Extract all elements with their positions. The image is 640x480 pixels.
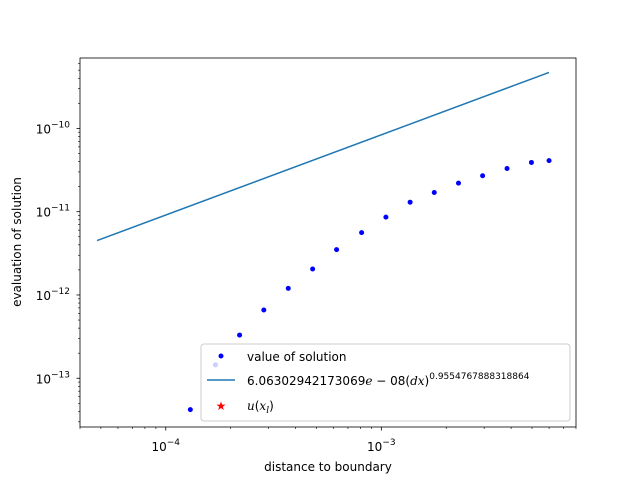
solution-point xyxy=(504,166,510,171)
x-tick-label: 10−4 xyxy=(151,438,180,454)
solution-point xyxy=(310,266,316,272)
legend-box xyxy=(200,343,571,422)
u-sub: l xyxy=(266,406,269,416)
y-tick-label: 10−12 xyxy=(36,287,70,303)
solution-point xyxy=(431,189,437,195)
solution-point xyxy=(285,285,291,291)
x-tick-label: 10−3 xyxy=(367,438,396,454)
u-symbol: u xyxy=(247,399,255,413)
solution-point xyxy=(455,180,461,186)
solution-point xyxy=(383,214,389,220)
fit-close: ) xyxy=(425,374,430,388)
solution-point xyxy=(359,230,365,236)
solution-point xyxy=(546,158,552,164)
solution-point xyxy=(480,173,486,179)
axis-ticks: 10−4 10−3 10−13 10−12 10−11 10−10 xyxy=(36,63,577,454)
y-tick-label: 10−13 xyxy=(36,370,70,386)
fit-coefficient: 6.06302942173069 xyxy=(247,374,365,388)
fit-exp-rest: − 08( xyxy=(372,374,410,388)
plot-content xyxy=(96,71,552,413)
u-close: ) xyxy=(269,399,274,413)
plot-frame xyxy=(79,57,577,428)
legend-marker-value-of-solution xyxy=(218,353,224,359)
fit-power: 0.9554767888318864 xyxy=(429,372,529,382)
legend-label-value-of-solution: value of solution xyxy=(247,350,347,364)
solution-point xyxy=(187,407,193,413)
y-axis-label: evaluation of solution xyxy=(10,177,24,307)
solution-point xyxy=(334,247,340,253)
u-x: x xyxy=(259,399,266,413)
solution-point xyxy=(261,307,267,313)
solution-point xyxy=(528,159,534,165)
u-open: ( xyxy=(255,399,260,413)
fit-var: dx xyxy=(410,374,425,388)
y-tick-label: 10−10 xyxy=(36,120,71,136)
x-axis-label: distance to boundary xyxy=(264,460,392,474)
y-tick-label: 10−11 xyxy=(36,204,70,220)
fit-line xyxy=(96,71,550,242)
legend-label-fit: 6.06302942173069e − 08(dx)0.955476788831… xyxy=(247,372,530,388)
legend-marker-u-xl: ★ xyxy=(216,399,227,413)
legend: value of solution 6.06302942173069e − 08… xyxy=(200,343,571,422)
solution-point xyxy=(407,199,413,205)
legend-label-u-xl: u(xl) xyxy=(247,399,274,416)
fit-e: e xyxy=(365,374,372,388)
solution-point xyxy=(237,332,243,338)
